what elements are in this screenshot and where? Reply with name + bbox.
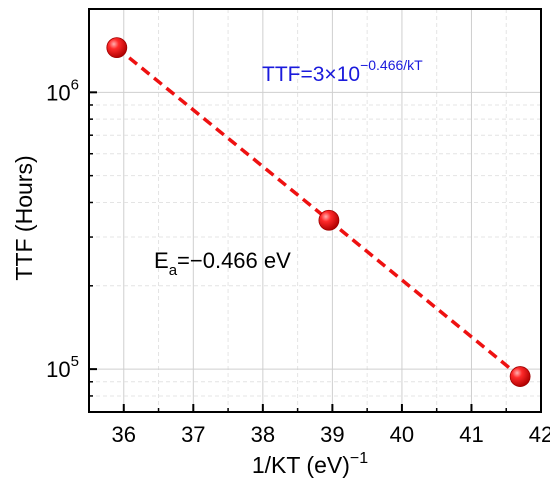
fit-line (115, 46, 522, 378)
equation-annotation: TTF=3×10−0.466/kT (262, 57, 423, 86)
y-tick-label: 105 (46, 353, 79, 382)
x-tick-label: 39 (320, 422, 344, 447)
x-tick-label: 38 (251, 422, 275, 447)
x-axis-title: 1/KT (eV)−1 (252, 450, 368, 478)
x-tick-labels: 36 37 38 39 40 41 42 (112, 422, 550, 447)
plot-frame (88, 8, 542, 413)
x-tick-label: 36 (112, 422, 136, 447)
data-point (318, 209, 340, 231)
axis-ticks (88, 8, 542, 413)
activation-energy-annotation: Ea=−0.466 eV (154, 248, 291, 279)
x-tick-label: 40 (390, 422, 414, 447)
x-tick-label: 42 (529, 422, 550, 447)
y-tick-label: 106 (46, 76, 79, 105)
data-point (509, 366, 531, 387)
y-tick-labels: 105 106 (46, 76, 79, 382)
x-tick-label: 37 (181, 422, 205, 447)
x-tick-label: 41 (459, 422, 483, 447)
y-axis-title: TTF (Hours) (11, 155, 37, 280)
data-points (106, 37, 531, 387)
data-point (106, 37, 128, 59)
